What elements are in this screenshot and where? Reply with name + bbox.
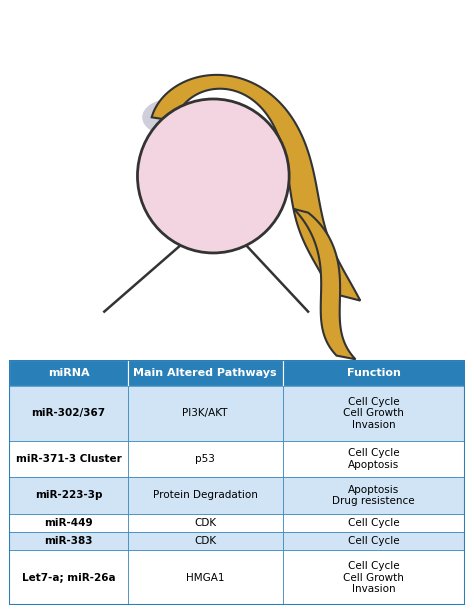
Ellipse shape [137,99,289,253]
FancyBboxPatch shape [9,514,128,532]
FancyBboxPatch shape [128,477,283,514]
Text: miR-383: miR-383 [45,536,93,546]
FancyBboxPatch shape [283,360,465,386]
Text: Cell Cycle
Cell Growth
Invasion: Cell Cycle Cell Growth Invasion [343,397,404,430]
FancyBboxPatch shape [9,550,128,605]
FancyBboxPatch shape [283,477,465,514]
Text: CDK: CDK [194,518,216,528]
Text: Cell Cycle: Cell Cycle [348,518,399,528]
Ellipse shape [142,99,199,136]
Text: PI3K/AKT: PI3K/AKT [182,408,228,419]
Text: Main Altered Pathways: Main Altered Pathways [133,368,277,378]
Text: miR-223-3p: miR-223-3p [35,491,102,500]
Text: miRNA: miRNA [48,368,90,378]
FancyBboxPatch shape [283,532,465,550]
FancyBboxPatch shape [283,386,465,441]
FancyBboxPatch shape [283,550,465,605]
FancyBboxPatch shape [9,532,128,550]
Text: miR-449: miR-449 [45,518,93,528]
FancyBboxPatch shape [9,360,128,386]
FancyBboxPatch shape [128,441,283,477]
Text: Apoptosis
Drug resistence: Apoptosis Drug resistence [332,485,415,507]
Text: Cell Cycle: Cell Cycle [348,536,399,546]
Polygon shape [152,75,360,301]
FancyBboxPatch shape [128,514,283,532]
FancyBboxPatch shape [128,532,283,550]
Text: CDK: CDK [194,536,216,546]
Text: Function: Function [346,368,401,378]
Text: miR-302/367: miR-302/367 [32,408,106,419]
Text: Cell Cycle
Apoptosis: Cell Cycle Apoptosis [348,448,399,470]
Text: Protein Degradation: Protein Degradation [153,491,257,500]
FancyBboxPatch shape [9,386,128,441]
FancyBboxPatch shape [283,441,465,477]
Text: miR-371-3 Cluster: miR-371-3 Cluster [16,454,121,464]
Text: Let7-a; miR-26a: Let7-a; miR-26a [22,573,116,582]
FancyBboxPatch shape [9,441,128,477]
FancyBboxPatch shape [9,477,128,514]
FancyBboxPatch shape [128,550,283,605]
FancyBboxPatch shape [283,514,465,532]
FancyBboxPatch shape [128,386,283,441]
Text: HMGA1: HMGA1 [186,573,224,582]
Polygon shape [294,209,356,359]
Text: Cell Cycle
Cell Growth
Invasion: Cell Cycle Cell Growth Invasion [343,561,404,594]
FancyBboxPatch shape [128,360,283,386]
Text: p53: p53 [195,454,215,464]
